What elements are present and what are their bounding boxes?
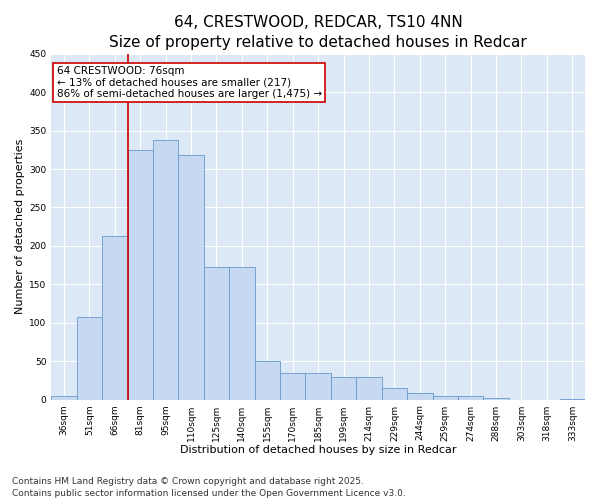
Text: 64 CRESTWOOD: 76sqm
← 13% of detached houses are smaller (217)
86% of semi-detac: 64 CRESTWOOD: 76sqm ← 13% of detached ho… bbox=[56, 66, 322, 99]
Bar bbox=[128, 150, 153, 400]
Bar bbox=[204, 268, 229, 400]
Text: Contains HM Land Registry data © Crown copyright and database right 2025.
Contai: Contains HM Land Registry data © Crown c… bbox=[12, 476, 406, 498]
Title: 64, CRESTWOOD, REDCAR, TS10 4NN
Size of property relative to detached houses in : 64, CRESTWOOD, REDCAR, TS10 4NN Size of … bbox=[109, 15, 527, 50]
Bar bbox=[229, 268, 254, 400]
Bar bbox=[382, 388, 407, 400]
Y-axis label: Number of detached properties: Number of detached properties bbox=[15, 139, 25, 314]
X-axis label: Distribution of detached houses by size in Redcar: Distribution of detached houses by size … bbox=[180, 445, 457, 455]
Bar bbox=[407, 392, 433, 400]
Bar bbox=[458, 396, 484, 400]
Bar bbox=[305, 374, 331, 400]
Bar bbox=[560, 399, 585, 400]
Bar bbox=[331, 378, 356, 400]
Bar bbox=[433, 396, 458, 400]
Bar bbox=[77, 318, 102, 400]
Bar bbox=[356, 378, 382, 400]
Bar bbox=[178, 155, 204, 400]
Bar bbox=[102, 236, 128, 400]
Bar bbox=[254, 361, 280, 400]
Bar bbox=[153, 140, 178, 400]
Bar bbox=[51, 396, 77, 400]
Bar bbox=[280, 374, 305, 400]
Bar bbox=[484, 398, 509, 400]
